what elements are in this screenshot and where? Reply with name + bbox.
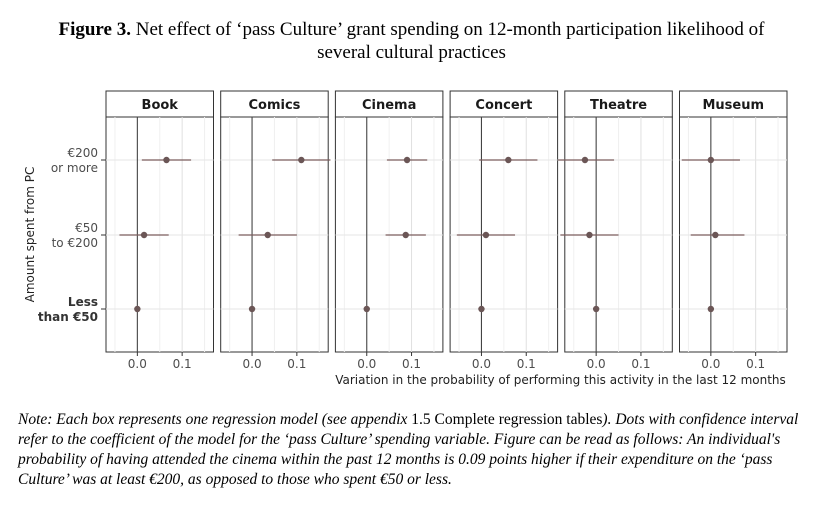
x-axis-title: Variation in the probability of performi… <box>335 373 786 387</box>
panel-title: Book <box>142 98 179 113</box>
x-tick-label: 0.0 <box>128 357 147 371</box>
estimate-point <box>592 305 600 313</box>
x-tick-label: 0.0 <box>701 357 720 371</box>
panel-strip <box>105 90 214 118</box>
estimate-point <box>581 156 589 164</box>
panel-strip <box>220 90 329 118</box>
estimate-point <box>134 305 141 313</box>
x-tick-label: 0.1 <box>746 357 765 371</box>
estimate-point <box>163 156 170 164</box>
estimate-point <box>403 156 411 164</box>
panel-title: Cinema <box>362 98 416 113</box>
estimate-point <box>707 156 715 164</box>
estimate-point <box>363 305 370 313</box>
estimate-point <box>707 305 715 313</box>
x-tick-label: 0.1 <box>402 357 421 371</box>
panel-strip <box>334 90 444 118</box>
x-tick-label: 0.0 <box>357 357 376 371</box>
figure-title: Figure 3. Net effect of ‘pass Culture’ g… <box>0 18 823 64</box>
estimate-point <box>248 305 256 313</box>
panel-theatre: Theatre 0.0 0.1 <box>558 90 673 371</box>
y-tick-label: than €50 <box>38 310 98 324</box>
estimate-point <box>586 231 593 239</box>
x-tick-label: 0.0 <box>587 357 606 371</box>
estimate-point <box>478 305 485 313</box>
figure-title-line1: Figure 3. Net effect of ‘pass Culture’ g… <box>0 18 823 41</box>
y-tick-label: to €200 <box>52 236 98 250</box>
y-tick-label: or more <box>51 161 98 175</box>
panel-strip <box>449 90 559 118</box>
estimate-point <box>505 156 512 164</box>
estimate-point <box>140 231 148 239</box>
figure-title-line2: several cultural practices <box>317 42 506 63</box>
figure-label: Figure 3. <box>58 19 131 40</box>
panel-book: Book 0.0 0.1 <box>105 90 214 371</box>
estimate-point <box>298 156 305 164</box>
x-tick-label: 0.1 <box>631 357 650 371</box>
y-tick-label: €50 <box>75 221 98 235</box>
panel-cinema: Cinema 0.0 0.1 <box>334 90 444 371</box>
figure-note: Note: Each box represents one regression… <box>18 410 808 490</box>
panel-title: Comics <box>248 98 300 113</box>
estimate-point <box>712 231 719 239</box>
panel-museum: Museum 0.0 0.1 <box>679 90 788 371</box>
note-text-part2: ). Dots with confidence interval refer t… <box>18 411 799 488</box>
note-appendix-ref[interactable]: 1.5 Complete regression tables <box>411 411 603 428</box>
panel-title: Museum <box>702 98 764 113</box>
panel-comics: Comics 0.0 0.1 <box>220 90 331 371</box>
panel-title: Concert <box>475 98 532 113</box>
x-tick-label: 0.1 <box>517 357 536 371</box>
y-tick-label: Less <box>68 295 98 309</box>
estimate-point <box>264 231 271 239</box>
note-text-part1: Note: Each box represents one regression… <box>18 411 412 428</box>
x-tick-label: 0.0 <box>243 357 262 371</box>
y-axis-title: Amount spent from PC <box>23 167 37 303</box>
panel-title: Theatre <box>590 98 647 113</box>
x-tick-label: 0.1 <box>287 357 306 371</box>
panel-strip <box>679 90 788 118</box>
y-tick-label: €200 <box>67 146 98 160</box>
panel-concert: Concert 0.0 0.1 <box>449 90 559 371</box>
estimate-point <box>482 231 490 239</box>
x-tick-label: 0.0 <box>472 357 491 371</box>
estimate-point <box>402 231 409 239</box>
x-tick-label: 0.1 <box>173 357 192 371</box>
figure-title-text: Net effect of ‘pass Culture’ grant spend… <box>135 19 765 40</box>
